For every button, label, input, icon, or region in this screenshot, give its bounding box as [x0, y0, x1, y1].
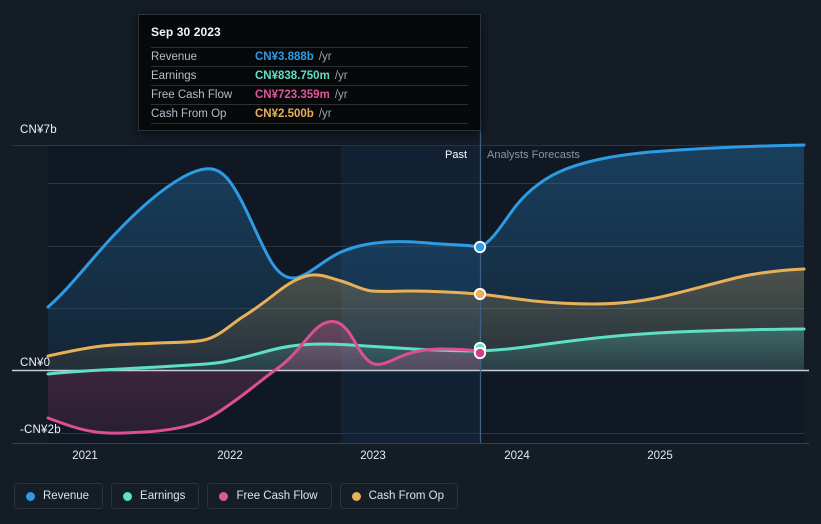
tooltip-value-free-cash-flow: CN¥723.359m: [255, 89, 330, 101]
tooltip-row-free-cash-flow: Free Cash Flow CN¥723.359m /yr: [151, 85, 468, 104]
x-axis-label-2025: 2025: [647, 450, 673, 462]
tooltip-row-cash-from-op: Cash From Op CN¥2.500b /yr: [151, 104, 468, 124]
legend-label-earnings: Earnings: [140, 490, 186, 502]
past-label: Past: [445, 149, 468, 161]
marker-free-cash-flow[interactable]: [473, 346, 487, 360]
legend-item-revenue[interactable]: Revenue: [14, 483, 104, 509]
marker-revenue[interactable]: [473, 240, 487, 254]
line-free-cash-flow: [46, 320, 482, 435]
tooltip-row-earnings: Earnings CN¥838.750m /yr: [151, 66, 468, 85]
tooltip-value-revenue: CN¥3.888b: [255, 51, 314, 63]
legend-item-free-cash-flow[interactable]: Free Cash Flow: [207, 483, 332, 509]
y-axis-label-zero: CN¥0: [20, 357, 51, 369]
x-axis-label-2021: 2021: [72, 450, 98, 462]
legend-label-free-cash-flow: Free Cash Flow: [236, 490, 318, 502]
legend-item-earnings[interactable]: Earnings: [111, 483, 200, 509]
tooltip-row-revenue: Revenue CN¥3.888b /yr: [151, 47, 468, 66]
series-markers: [473, 240, 487, 360]
revenue-color-dot-icon: [26, 491, 35, 501]
tooltip-date: Sep 30 2023: [151, 25, 221, 39]
tooltip-value-earnings: CN¥838.750m: [255, 70, 330, 82]
x-axis-label-2024: 2024: [504, 450, 530, 462]
y-axis-label-top: CN¥7b: [20, 124, 57, 136]
forecast-label: Analysts Forecasts: [487, 149, 580, 161]
tooltip-unit-revenue: /yr: [318, 51, 332, 63]
earnings-color-dot-icon: [123, 491, 133, 501]
marker-cash-from-op[interactable]: [473, 287, 487, 301]
tooltip-label-earnings: Earnings: [151, 70, 197, 82]
y-axis-label-neg: -CN¥2b: [20, 424, 61, 436]
legend-label-cash-from-op: Cash From Op: [368, 490, 445, 502]
tooltip-unit-cash-from-op: /yr: [318, 108, 332, 120]
tooltip-label-revenue: Revenue: [151, 51, 198, 63]
cash-from-op-color-dot-icon: [351, 491, 361, 501]
legend-item-cash-from-op[interactable]: Cash From Op: [339, 483, 459, 509]
x-axis-label-2023: 2023: [360, 450, 386, 462]
tooltip-unit-earnings: /yr: [334, 70, 348, 82]
tooltip-label-cash-from-op: Cash From Op: [151, 108, 227, 120]
tooltip-label-free-cash-flow: Free Cash Flow: [151, 89, 233, 101]
legend-label-revenue: Revenue: [43, 490, 90, 502]
tooltip: Sep 30 2023 Revenue CN¥3.888b /yr Earnin…: [138, 14, 481, 131]
legend: Revenue Earnings Free Cash Flow Cash Fro…: [14, 483, 459, 509]
tooltip-value-cash-from-op: CN¥2.500b: [255, 108, 314, 120]
line-revenue: [46, 143, 806, 309]
free-cash-flow-color-dot-icon: [219, 491, 229, 501]
tooltip-unit-free-cash-flow: /yr: [334, 89, 348, 101]
x-axis-label-2022: 2022: [217, 450, 243, 462]
line-cash-from-op: [46, 267, 806, 358]
line-earnings: [46, 327, 806, 376]
